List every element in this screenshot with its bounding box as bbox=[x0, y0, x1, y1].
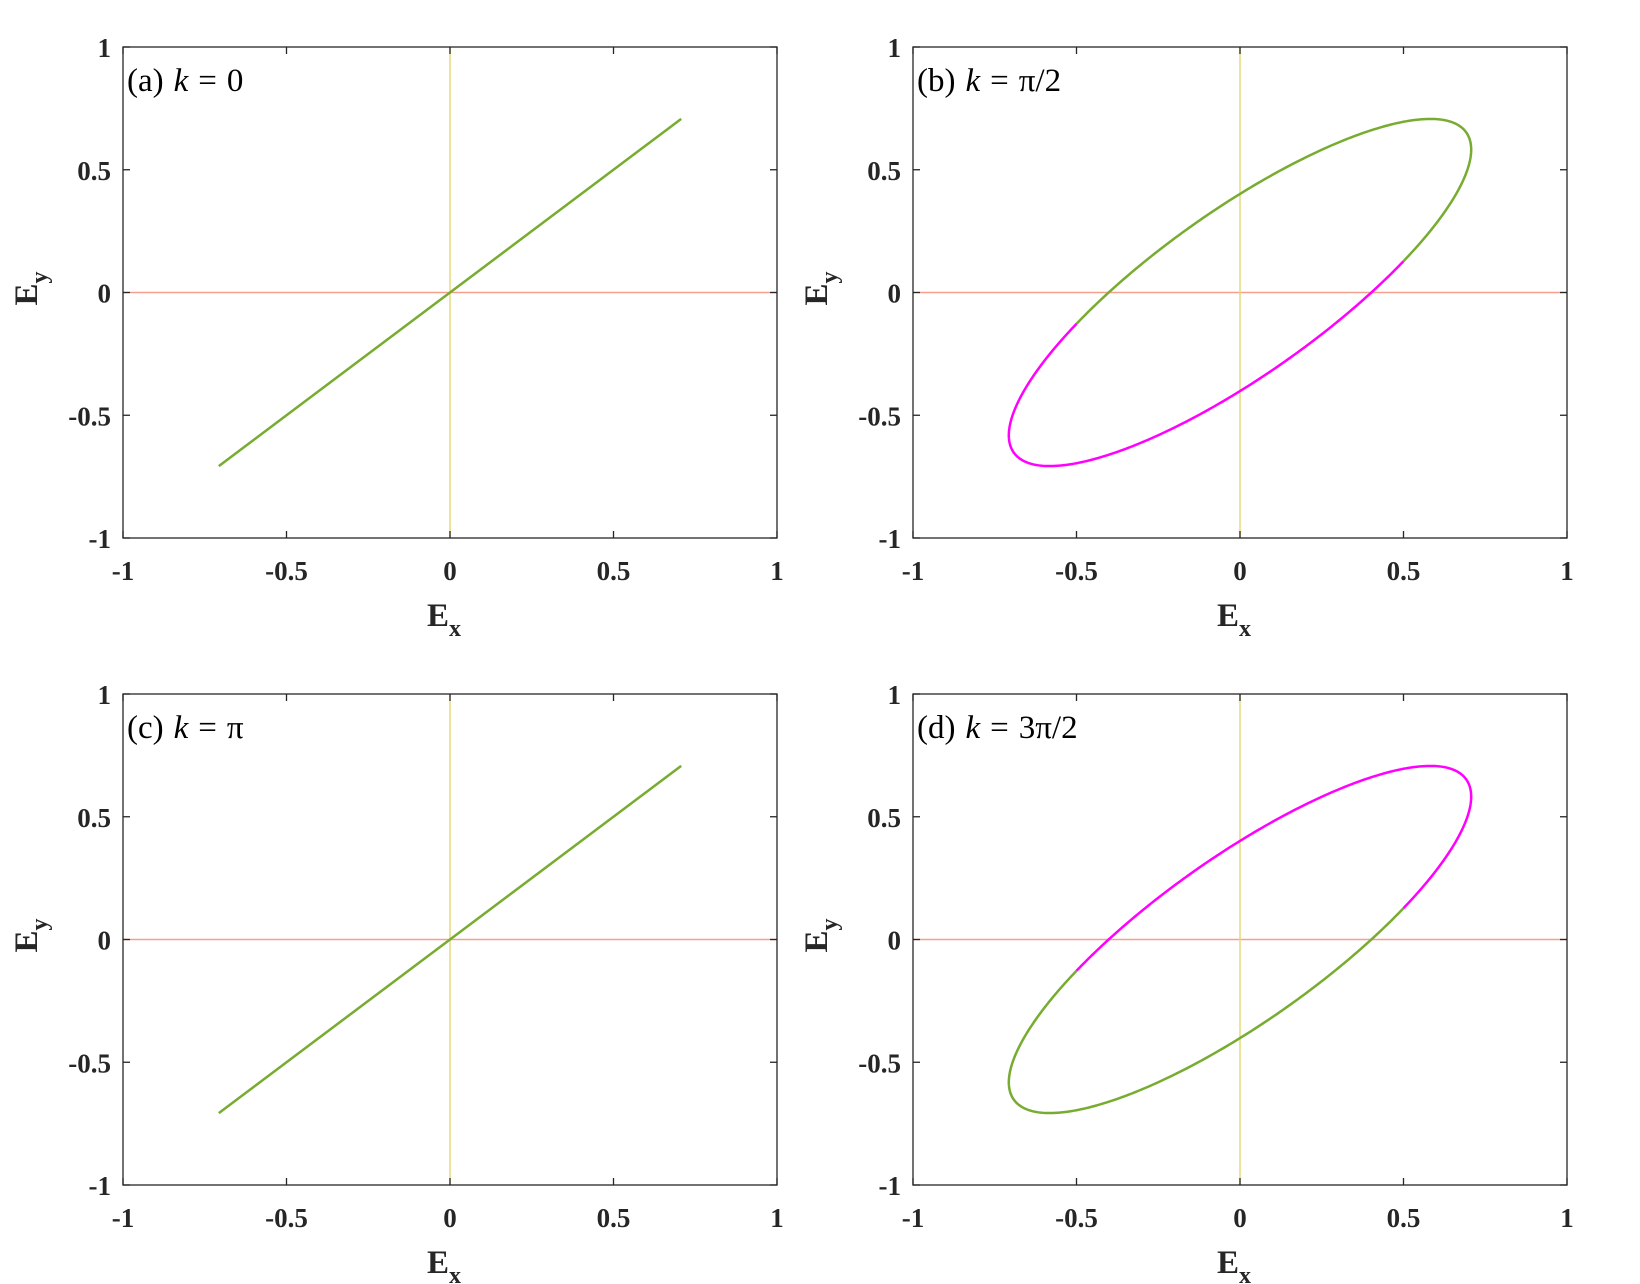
x-tick-label: 1 bbox=[770, 1203, 784, 1233]
panel-a: -1 -0.5 0 0.5 1 -1 -0.5 0 0.5 1 Ex Ey (a) k = 0 bbox=[9, 33, 784, 642]
y-tick-label: 0 bbox=[888, 926, 902, 956]
x-tick-label: 0 bbox=[443, 1203, 457, 1233]
curve-series-0 bbox=[218, 764, 682, 1115]
y-tick-label: -0.5 bbox=[68, 401, 111, 431]
y-tick-label: 1 bbox=[888, 33, 902, 63]
panel-b: -1 -0.5 0 0.5 1 -1 -0.5 0 0.5 1 Ex Ey (b) k = π/2 bbox=[799, 33, 1574, 642]
x-tick-label: -0.5 bbox=[1055, 1203, 1098, 1233]
x-tick-label: 0 bbox=[1233, 1203, 1247, 1233]
y-axis-label: Ey bbox=[9, 918, 53, 952]
x-axis-label: Ex bbox=[1217, 598, 1251, 642]
y-axis-label: Ey bbox=[9, 271, 53, 305]
x-tick-label: -1 bbox=[112, 556, 135, 586]
y-axis-label: Ey bbox=[799, 918, 843, 952]
y-tick-label: 1 bbox=[98, 680, 112, 710]
y-tick-label: -1 bbox=[89, 1171, 112, 1201]
y-tick-label: 0.5 bbox=[77, 156, 111, 186]
y-axis-label: Ey bbox=[799, 271, 843, 305]
x-tick-label: -1 bbox=[902, 556, 925, 586]
y-tick-label: -0.5 bbox=[858, 401, 901, 431]
x-tick-label: -0.5 bbox=[265, 556, 308, 586]
y-tick-label: 0.5 bbox=[867, 156, 901, 186]
panel-title: (d) k = 3π/2 bbox=[917, 710, 1078, 746]
y-tick-label: 1 bbox=[98, 33, 112, 63]
curve-series-0 bbox=[1075, 764, 1473, 972]
x-tick-label: 0.5 bbox=[597, 556, 631, 586]
panel-title: (b) k = π/2 bbox=[917, 63, 1061, 99]
x-tick-label: -1 bbox=[112, 1203, 135, 1233]
x-tick-label: 0 bbox=[1233, 556, 1247, 586]
y-tick-label: 0.5 bbox=[867, 803, 901, 833]
curve-series-0 bbox=[218, 117, 682, 468]
y-tick-label: 1 bbox=[888, 680, 902, 710]
y-tick-label: 0 bbox=[98, 926, 112, 956]
x-axis-label: Ex bbox=[427, 598, 461, 642]
x-tick-label: -0.5 bbox=[265, 1203, 308, 1233]
y-tick-label: -0.5 bbox=[68, 1048, 111, 1078]
x-tick-label: -0.5 bbox=[1055, 556, 1098, 586]
y-tick-label: 0.5 bbox=[77, 803, 111, 833]
y-tick-label: -0.5 bbox=[858, 1048, 901, 1078]
y-tick-label: -1 bbox=[879, 524, 902, 554]
y-tick-label: -1 bbox=[879, 1171, 902, 1201]
y-tick-label: 0 bbox=[888, 279, 902, 309]
x-tick-label: -1 bbox=[902, 1203, 925, 1233]
x-tick-label: 0.5 bbox=[597, 1203, 631, 1233]
x-tick-label: 1 bbox=[770, 556, 784, 586]
x-tick-label: 0.5 bbox=[1387, 1203, 1421, 1233]
panel-c: -1 -0.5 0 0.5 1 -1 -0.5 0 0.5 1 Ex Ey (c) k = π bbox=[9, 680, 784, 1284]
x-tick-label: 0.5 bbox=[1387, 556, 1421, 586]
panel-d: -1 -0.5 0 0.5 1 -1 -0.5 0 0.5 1 Ex Ey (d) k = 3π/2 bbox=[799, 680, 1574, 1284]
x-tick-label: 1 bbox=[1560, 1203, 1574, 1233]
curve-series-1 bbox=[1007, 260, 1405, 468]
x-tick-label: 1 bbox=[1560, 556, 1574, 586]
curve-series-1 bbox=[1007, 907, 1405, 1115]
y-tick-label: 0 bbox=[98, 279, 112, 309]
x-axis-label: Ex bbox=[427, 1245, 461, 1284]
panel-title: (c) k = π bbox=[127, 710, 244, 746]
x-tick-label: 0 bbox=[443, 556, 457, 586]
x-axis-label: Ex bbox=[1217, 1245, 1251, 1284]
curve-series-0 bbox=[1075, 117, 1473, 325]
panel-title: (a) k = 0 bbox=[127, 63, 243, 99]
y-tick-label: -1 bbox=[89, 524, 112, 554]
